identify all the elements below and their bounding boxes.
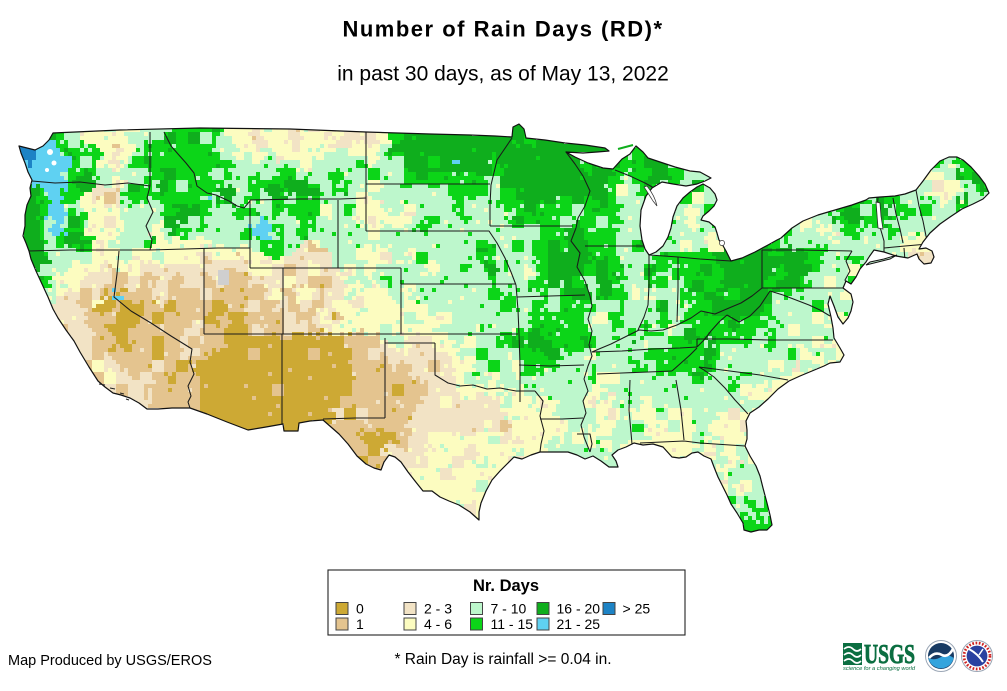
svg-text:21 - 25: 21 - 25 — [557, 616, 601, 632]
svg-text:1: 1 — [356, 616, 364, 632]
svg-text:Map Produced by USGS/EROS: Map Produced by USGS/EROS — [8, 653, 212, 669]
svg-text:science for a changing world: science for a changing world — [843, 666, 916, 672]
svg-text:* Rain Day is rainfall >= 0.04: * Rain Day is rainfall >= 0.04 in. — [394, 651, 611, 668]
svg-text:7 - 10: 7 - 10 — [491, 601, 527, 617]
svg-text:Nr. Days: Nr. Days — [473, 577, 539, 595]
svg-text:2 - 3: 2 - 3 — [424, 601, 452, 617]
svg-text:> 25: > 25 — [623, 601, 651, 617]
svg-text:Number of Rain Days (RD)*: Number of Rain Days (RD)* — [342, 17, 663, 42]
svg-text:USGS: USGS — [864, 639, 915, 669]
svg-text:11 - 15: 11 - 15 — [491, 616, 534, 632]
svg-text:4 - 6: 4 - 6 — [424, 616, 452, 632]
svg-text:16 - 20: 16 - 20 — [557, 601, 601, 617]
svg-text:0: 0 — [356, 601, 364, 617]
svg-text:in past 30 days, as of May 13,: in past 30 days, as of May 13, 2022 — [337, 63, 669, 86]
